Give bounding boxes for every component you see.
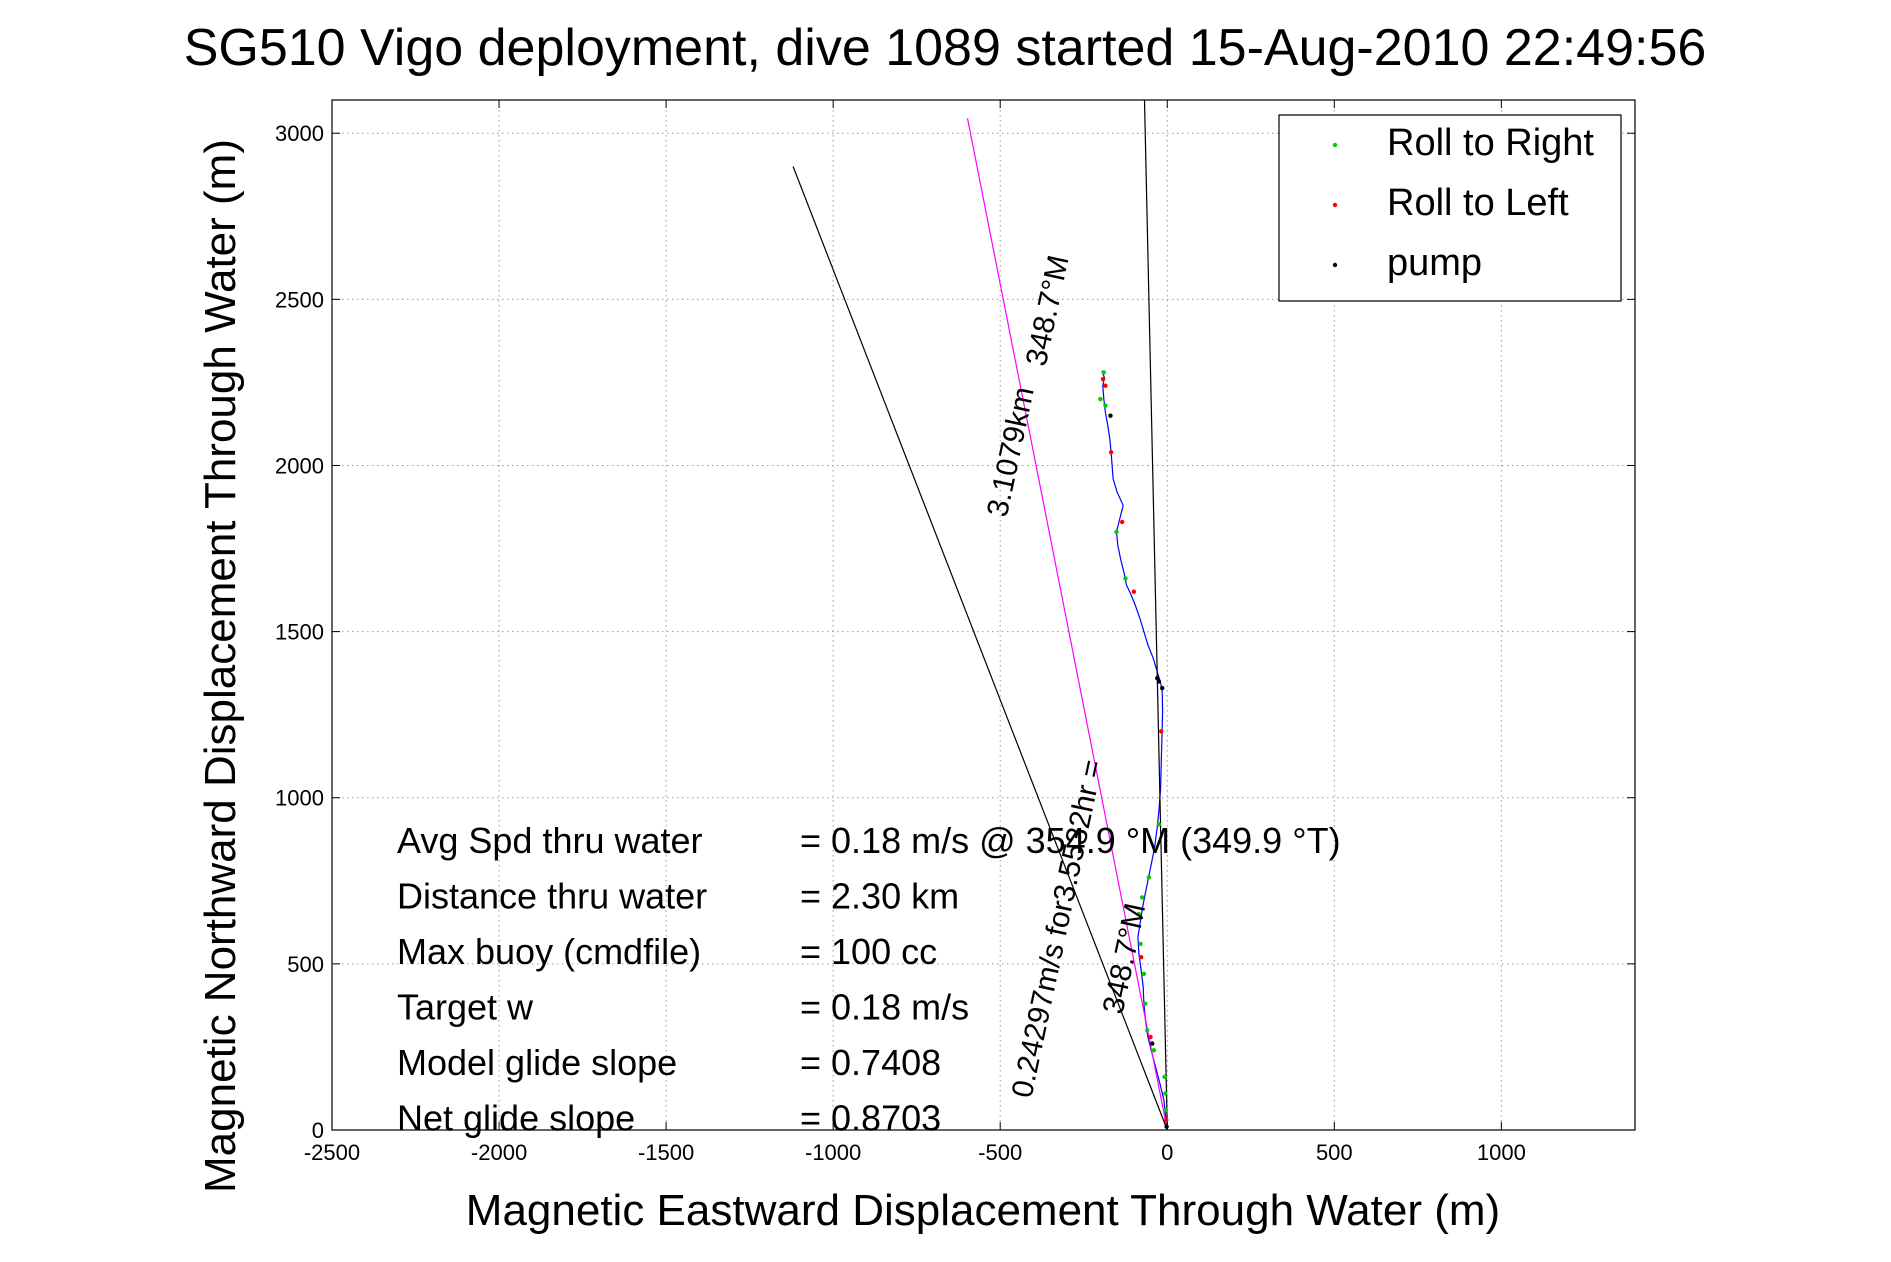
y-tick-label: 2000 xyxy=(275,453,324,478)
y-tick-label: 1000 xyxy=(275,786,324,811)
legend-marker xyxy=(1332,202,1338,208)
y-tick-label: 3000 xyxy=(275,121,324,146)
marker-roll-right xyxy=(1138,941,1143,947)
marker-roll-right xyxy=(1163,1091,1168,1096)
marker-roll-right xyxy=(1143,1001,1148,1006)
dive-statistics: Avg Spd thru water = 0.18 m/s @ 354.9 °M … xyxy=(397,820,1341,1139)
legend-marker xyxy=(1332,262,1338,268)
marker-pump xyxy=(1156,679,1162,684)
stat-label: Avg Spd thru water xyxy=(397,820,703,861)
marker-roll-left xyxy=(1119,519,1125,525)
series-line-1 xyxy=(966,118,1168,1131)
legend: Roll to Right Roll to Left pump xyxy=(1278,114,1622,302)
y-tick-label: 500 xyxy=(287,952,324,977)
marker-roll-right xyxy=(1101,370,1106,375)
annotation-label: 3.1079km xyxy=(981,384,1041,520)
stat-value: = 0.7408 xyxy=(800,1042,941,1083)
marker-pump xyxy=(1155,675,1160,681)
data-markers xyxy=(1098,370,1169,1129)
marker-roll-right xyxy=(1114,529,1119,535)
data-series xyxy=(792,99,1168,1131)
marker-roll-right xyxy=(1136,911,1142,917)
marker-roll-right xyxy=(1098,396,1103,402)
stat-label: Distance thru water xyxy=(397,876,707,917)
marker-roll-right xyxy=(1141,971,1147,977)
marker-roll-left xyxy=(1148,1034,1153,1040)
legend-label: Roll to Right xyxy=(1387,122,1594,164)
x-tick-label: -2000 xyxy=(471,1140,527,1165)
stat-value: = 0.8703 xyxy=(800,1098,941,1139)
marker-roll-right xyxy=(1139,895,1145,900)
stat-value: = 100 cc xyxy=(800,931,937,972)
stat-value: = 2.30 km xyxy=(800,876,959,917)
x-tick-label: -2500 xyxy=(304,1140,360,1165)
marker-roll-right xyxy=(1103,403,1108,408)
chart-title: SG510 Vigo deployment, dive 1089 started… xyxy=(184,19,1707,77)
marker-roll-left xyxy=(1164,1117,1169,1123)
plot-area-frame xyxy=(331,99,1636,1131)
marker-roll-right xyxy=(1163,1107,1169,1113)
marker-roll-right xyxy=(1145,1028,1150,1033)
stat-value: = 0.18 m/s @ 354.9 °M (349.9 °T) xyxy=(800,820,1341,861)
marker-roll-left xyxy=(1100,376,1106,382)
x-tick-label: -1500 xyxy=(638,1140,694,1165)
legend-items: Roll to Right Roll to Left pump xyxy=(1332,122,1594,284)
marker-roll-right xyxy=(1151,1048,1157,1053)
legend-label: pump xyxy=(1387,242,1482,284)
annotation-label: 0.24297m/s for3.5532hr = xyxy=(1006,757,1110,1101)
y-tick-label: 1500 xyxy=(275,620,324,645)
series-line-0 xyxy=(1101,370,1168,1131)
legend-marker xyxy=(1332,142,1338,148)
marker-pump xyxy=(1160,685,1165,691)
marker-roll-right xyxy=(1146,875,1152,880)
marker-roll-right xyxy=(1156,822,1162,827)
y-axis-ticks: 0 500 1000 1500 2000 2500 3000 xyxy=(275,121,1635,1143)
marker-roll-right xyxy=(1162,1074,1167,1080)
stat-label: Target w xyxy=(397,987,534,1028)
x-tick-label: -500 xyxy=(978,1140,1022,1165)
x-tick-label: 1000 xyxy=(1477,1140,1526,1165)
marker-roll-left xyxy=(1138,955,1144,960)
x-tick-label: 500 xyxy=(1316,1140,1353,1165)
stat-label: Model glide slope xyxy=(397,1042,677,1083)
marker-pump xyxy=(1108,413,1113,418)
series-line-2 xyxy=(792,166,1168,1131)
stat-value: = 0.18 m/s xyxy=(800,987,969,1028)
x-axis-ticks: -2500 -2000 -1500 -1000 -500 0 500 1000 xyxy=(304,100,1526,1165)
marker-pump xyxy=(1164,1124,1169,1129)
marker-roll-right xyxy=(1123,576,1128,581)
marker-roll-left xyxy=(1159,729,1164,734)
x-tick-label: -1000 xyxy=(805,1140,861,1165)
y-tick-label: 2500 xyxy=(275,287,324,312)
stat-label: Net glide slope xyxy=(397,1098,635,1139)
series-line-3 xyxy=(1143,99,1168,1131)
marker-pump xyxy=(1150,1041,1155,1046)
legend-label: Roll to Left xyxy=(1387,182,1569,224)
marker-roll-left xyxy=(1103,383,1108,388)
x-tick-label: 0 xyxy=(1161,1140,1173,1165)
annotation-label: 348.7°M xyxy=(1020,252,1076,368)
y-axis-label: Magnetic Northward Displacement Through … xyxy=(196,139,245,1193)
x-axis-label: Magnetic Eastward Displacement Through W… xyxy=(466,1186,1500,1235)
y-tick-label: 0 xyxy=(312,1118,324,1143)
marker-roll-left xyxy=(1108,449,1114,455)
stat-label: Max buoy (cmdfile) xyxy=(397,931,701,972)
marker-roll-left xyxy=(1131,589,1137,594)
